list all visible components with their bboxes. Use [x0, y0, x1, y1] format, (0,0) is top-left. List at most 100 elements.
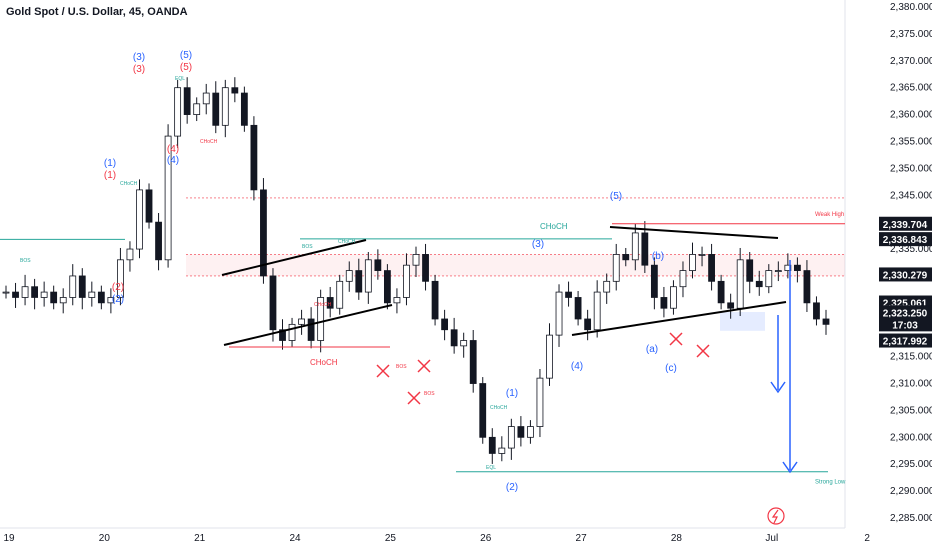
candle-body	[12, 291, 19, 298]
price-labels: 2,339.704 2,336.843 2,330.279 2,325.0612,32…	[879, 216, 932, 348]
candle	[69, 264, 77, 306]
candle	[765, 264, 773, 294]
wave-label-blue: (2)	[112, 294, 124, 305]
structure-label-red: CHoCH	[200, 139, 218, 145]
wave-label-blue: (3)	[133, 52, 145, 63]
candle-body	[383, 270, 391, 304]
strong-low-label: Strong Low	[815, 480, 846, 486]
candle	[31, 278, 39, 310]
candle-body	[97, 291, 105, 304]
candle	[488, 428, 496, 464]
candle-body	[717, 280, 725, 304]
candle	[78, 268, 86, 310]
candle	[269, 268, 277, 342]
candle-body	[574, 297, 582, 320]
candle	[403, 253, 410, 306]
candle	[183, 77, 191, 124]
candle-body	[69, 275, 77, 298]
candle	[97, 285, 105, 310]
y-tick-label: 2,365.000	[890, 83, 932, 94]
candle-body	[565, 291, 572, 298]
candle-body	[708, 254, 715, 282]
lightning-circle	[767, 507, 785, 525]
wave-label-blue: (5)	[180, 50, 192, 61]
candle	[746, 252, 754, 294]
candle-body	[136, 189, 143, 250]
candle	[612, 243, 620, 291]
x-mark	[376, 364, 390, 378]
candle	[650, 257, 658, 310]
structure-label-green: CHoCH	[120, 181, 138, 187]
structure-label-red: CHoCH	[310, 358, 338, 367]
candle	[174, 79, 182, 148]
wave-label-red: (1)	[104, 170, 116, 181]
x-mark	[407, 391, 421, 405]
grid	[0, 0, 846, 529]
candle	[803, 260, 811, 312]
candle-body	[422, 254, 429, 282]
candle	[240, 86, 248, 132]
candle-body	[755, 280, 763, 288]
candle-body	[298, 318, 305, 325]
candle-body	[488, 436, 496, 454]
x-mark	[696, 344, 710, 358]
candle	[374, 249, 382, 280]
candle	[498, 436, 506, 462]
price-label-box	[879, 333, 932, 348]
candle-body	[507, 426, 515, 449]
candle-body	[784, 264, 792, 271]
candle-body	[250, 124, 258, 191]
candle-body	[641, 232, 649, 266]
candle	[250, 116, 258, 201]
candle-body	[689, 254, 696, 271]
candle	[59, 288, 67, 314]
price-label-text: 17:03	[892, 320, 918, 331]
candle-body	[536, 377, 544, 427]
candle	[50, 285, 58, 310]
x-tick-label: 21	[194, 533, 206, 544]
candle-body	[584, 318, 592, 331]
candle	[469, 330, 477, 393]
candle-body	[498, 447, 506, 454]
candle-body	[622, 254, 630, 261]
y-tick-label: 2,350.000	[890, 163, 932, 174]
candle-body	[183, 87, 191, 115]
candle	[355, 258, 363, 300]
wave-label-blue: (5)	[610, 191, 622, 202]
wave-label-blue: (4)	[571, 361, 583, 372]
x-tick-label: 2	[864, 533, 870, 544]
candle	[117, 247, 124, 306]
candles	[2, 77, 830, 464]
structure-label-green: EQL	[486, 465, 496, 471]
candle-body	[603, 280, 611, 293]
candle	[145, 183, 153, 229]
candle-body	[126, 248, 134, 261]
candle	[631, 223, 639, 271]
candle	[507, 418, 515, 460]
structure-label-red: CHoCH	[314, 302, 332, 308]
x-mark-stroke	[669, 332, 683, 346]
candle	[450, 317, 458, 354]
y-tick-label: 2,360.000	[890, 110, 932, 121]
candle-body	[336, 280, 344, 309]
wave-label-red: (4)	[167, 144, 179, 155]
triangle-lower	[571, 301, 787, 336]
candle	[422, 243, 429, 291]
candle-body	[822, 318, 830, 325]
candle-body	[441, 318, 449, 331]
candle	[393, 288, 401, 314]
candle	[40, 281, 48, 307]
y-tick-label: 2,300.000	[890, 432, 932, 443]
candle-body	[21, 286, 29, 298]
candle-body	[698, 254, 706, 256]
candle-body	[527, 426, 534, 438]
candle	[164, 124, 172, 268]
candle-body	[50, 291, 58, 304]
candle	[136, 179, 143, 259]
candle	[202, 83, 210, 115]
candle-body	[403, 264, 410, 298]
structure-label-green: CHoCH	[490, 405, 508, 411]
candle	[364, 252, 372, 304]
